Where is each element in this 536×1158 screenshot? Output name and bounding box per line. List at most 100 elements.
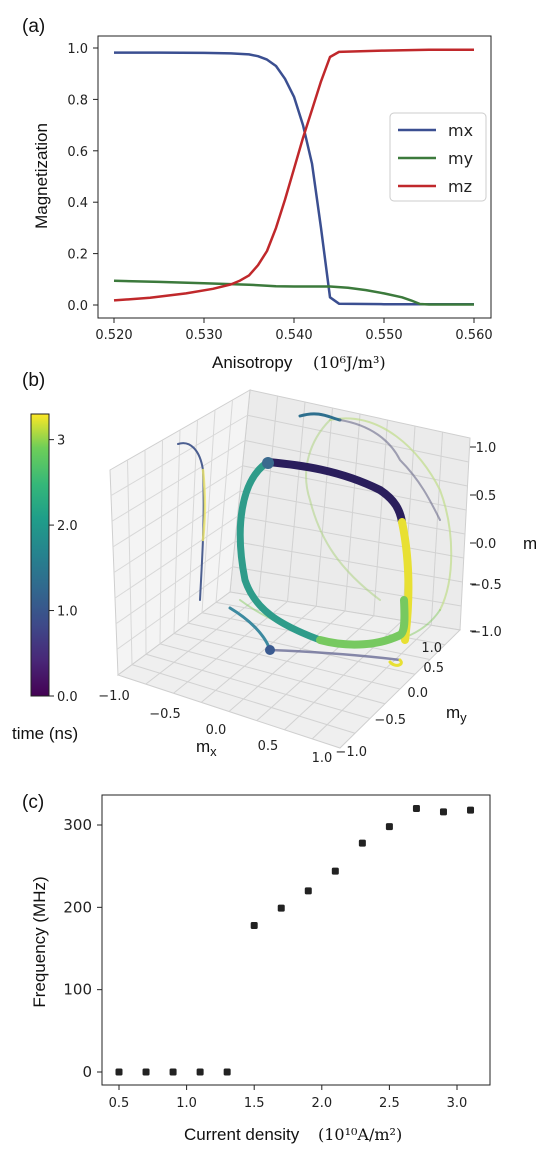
colorbar-tick-label: 0.0 [57,690,78,705]
grid-line [114,515,238,599]
chart-c-yticks: 0 100 200 300 [63,816,102,1081]
x-tick-label: 3.0 [447,1096,468,1111]
chart-b-zlabel: m [523,534,536,553]
chart-c-xunit: (10¹⁰A/m²) [318,1125,402,1144]
legend-label-mz: mz [448,177,472,196]
x-tick-label: −0.5 [149,707,181,722]
y-tick-label: 0.6 [67,145,88,160]
trajectory-segment [388,658,403,667]
chart-b-xticks: −1.0 −0.5 0.0 0.5 1.0 [98,689,332,766]
series-line-my [113,279,474,306]
z-tick-label: 0.5 [476,489,497,504]
grid-line [115,541,236,625]
trajectory-segment [305,419,381,601]
chart-b-zticks: 1.0 0.5 0.0 −0.5 −1.0 [470,441,502,640]
trajectory-segment [329,417,453,611]
grid-line [239,490,466,535]
trajectory [177,412,453,667]
grid-line [430,431,443,626]
data-point [196,1068,204,1076]
data-point [115,1068,123,1076]
colorbar-tick-label: 2.0 [57,519,78,534]
colorbar-label: time (ns) [12,724,78,743]
y-tick-label: 1.0 [67,42,88,57]
grid-line [311,624,432,740]
chart-a: 0.520 0.530 0.540 0.550 0.560 0.00.20.40.60.… [32,35,493,372]
trajectory-segment [298,412,342,422]
data-point [169,1068,177,1076]
x-tick-label: 0.5 [109,1096,130,1111]
data-point [358,839,366,847]
chart-a-xlabel: Anisotropy [212,353,293,372]
pane-floor [116,591,462,749]
y-tick-label: 0.0 [67,299,88,314]
trajectory-segment [339,419,441,521]
colorbar-ticks: 0.0 1.0 2.0 3 [49,434,78,705]
chart-c: 0.5 1.0 1.5 2.0 2.5 3.0 0 100 200 300 Current de… [30,794,491,1144]
chart-b-ylabel: my [446,703,467,725]
legend-label-mx: mx [448,121,473,140]
data-point [331,867,339,875]
grid-line [232,566,462,607]
x-tick-label: 0.540 [275,328,312,343]
chart-a-series [113,48,474,306]
grid-line [373,419,388,616]
pane-grid [110,395,469,740]
x-tick-label: −1.0 [98,689,130,704]
chart-c-xlabel: Current density [184,1125,300,1144]
data-point [385,823,393,831]
y-tick-label: 0.5 [423,661,444,676]
z-tick-label: −0.5 [470,578,502,593]
data-point [467,806,475,814]
colorbar-tick-label: 3 [57,434,65,449]
x-tick-label: 0.0 [206,723,227,738]
x-tick-label: 1.0 [176,1096,197,1111]
trajectory-knot [265,645,275,655]
grid-line [237,515,464,559]
x-tick-label: 0.530 [185,328,222,343]
x-tick-label: 1.0 [312,751,333,766]
y-tick-label: −0.5 [374,713,406,728]
z-tick-label: −1.0 [470,625,502,640]
trajectory-start-marker [262,457,274,469]
y-tick-label: 0.0 [407,686,428,701]
y-tick-label: 200 [63,898,92,916]
y-tick-label: 0.8 [67,93,88,108]
y-tick-label: 0 [82,1063,92,1081]
data-point [223,1068,231,1076]
chart-c-ylabel: Frequency (MHz) [30,876,49,1007]
series-line-mz [113,48,474,302]
colorbar [30,413,50,697]
x-tick-label: 0.5 [258,739,279,754]
chart-a-xticks: 0.520 0.530 0.540 0.550 0.560 [95,318,493,343]
x-tick-label: 0.560 [455,328,492,343]
xlabel-sub: x [210,744,217,759]
y-tick-label: 100 [63,981,92,999]
grid-line [256,615,375,721]
x-tick-label: 2.5 [379,1096,400,1111]
trajectory-segment [236,458,324,644]
y-tick-label: 300 [63,816,92,834]
ylabel-m: m [446,703,460,722]
panel-a-label: (a) [22,16,45,37]
chart-a-xunit: (10⁶J/m³) [313,353,386,372]
ylabel-sub: y [460,710,467,725]
grid-line [215,399,233,603]
x-tick-label: 0.520 [95,328,132,343]
data-point [142,1068,150,1076]
grid-line [201,409,216,613]
chart-b: −1.0−0.50.00.51.0 1.00.50.0−0.5−1.0 1.00… [12,389,536,766]
x-tick-label: 1.5 [244,1096,265,1111]
chart-a-ylabel: Magnetization [32,123,51,229]
series-line-mx [114,51,474,306]
z-tick-label: 1.0 [476,441,497,456]
y-tick-label: 0.2 [67,248,88,263]
data-point [304,887,312,895]
trajectory-segment [316,596,409,649]
chart-c-points [115,805,475,1076]
xlabel-m: m [196,737,210,756]
panel-c-label: (c) [22,792,44,813]
z-tick-label: 0.0 [476,537,497,552]
chart-b-xlabel: mx [196,737,217,759]
